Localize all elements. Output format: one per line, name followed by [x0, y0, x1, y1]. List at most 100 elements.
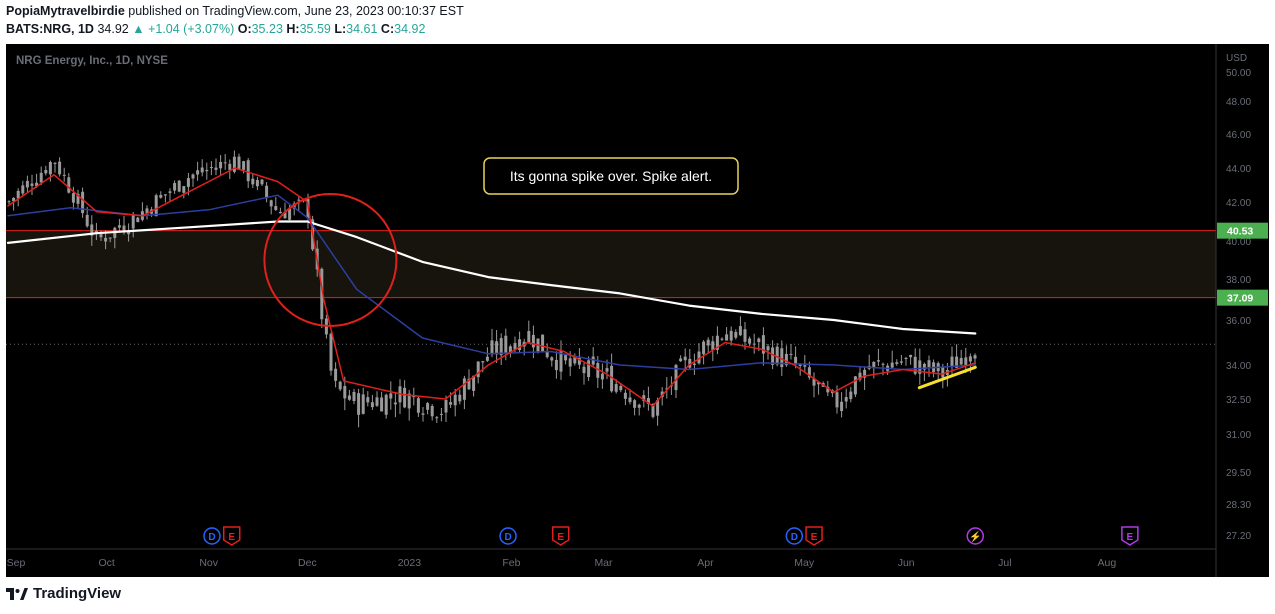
candle-body — [812, 378, 816, 386]
candle-body — [541, 334, 545, 352]
circle-annotation[interactable] — [263, 193, 398, 327]
candle-body — [913, 356, 917, 374]
candle-body — [16, 190, 20, 199]
candle-body — [288, 208, 292, 220]
candle-body — [232, 156, 236, 172]
event-marker-earnings[interactable]: E — [222, 526, 241, 546]
candle-body — [421, 413, 425, 415]
candle-body — [255, 180, 259, 187]
candle-body — [177, 180, 181, 192]
price-axis[interactable] — [1216, 44, 1269, 577]
x-tick-label: Jun — [898, 557, 915, 569]
candle-body — [761, 335, 765, 354]
candle-body — [366, 397, 370, 403]
candle-body — [76, 193, 80, 204]
ema-mid-line — [7, 194, 977, 371]
candle-body — [53, 162, 57, 164]
candle-body — [840, 401, 844, 412]
event-marker-dividend[interactable]: D — [203, 527, 221, 545]
publisher-name[interactable]: PopiaMytravelbirdie — [6, 4, 125, 18]
candle-body — [807, 367, 811, 378]
candle-body — [748, 338, 752, 344]
candle-body — [485, 356, 489, 361]
candle-body — [453, 394, 457, 406]
candle-body — [117, 225, 121, 228]
candle-body — [646, 397, 650, 404]
y-tick-label: 27.20 — [1226, 531, 1251, 542]
candle-body — [890, 362, 894, 368]
candle-body — [573, 356, 577, 364]
x-tick-label: Mar — [594, 557, 613, 569]
candle-body — [605, 368, 609, 372]
candle-body — [495, 341, 499, 355]
candle-body — [62, 174, 66, 176]
candle-body — [108, 237, 112, 239]
candle-body — [145, 208, 149, 215]
candle-body — [99, 234, 103, 238]
earnings-badge — [222, 526, 241, 546]
candle-body — [743, 329, 747, 342]
price-chart[interactable]: D E D E D E ⚡ E 50.00 48.00 46.00 44.00 42.00 40.00 3… — [6, 44, 1269, 577]
event-marker-dividend[interactable]: D — [499, 527, 517, 545]
candle-body — [191, 174, 195, 179]
candle-body — [357, 393, 361, 415]
dividend-badge — [203, 527, 221, 545]
footer-brand[interactable]: TradingView — [6, 585, 121, 602]
y-tick-label: 32.50 — [1226, 395, 1251, 406]
chart-container[interactable]: D E D E D E ⚡ E 50.00 48.00 46.00 44.00 42.00 40.00 3… — [6, 44, 1269, 577]
candle-body — [720, 338, 724, 340]
candle-body — [780, 348, 784, 368]
event-marker-earnings[interactable]: E — [551, 526, 570, 546]
y-tick-label: 50.00 — [1226, 68, 1251, 79]
candle-body — [269, 200, 273, 207]
candle-body — [692, 363, 696, 365]
annotation-callout[interactable]: Its gonna spike over. Spike alert. — [483, 157, 739, 195]
candle-body — [835, 392, 839, 408]
candle-body — [964, 357, 968, 366]
x-tick-label: Feb — [502, 557, 520, 569]
y-tick-label: 36.00 — [1226, 316, 1251, 327]
candle-body — [104, 237, 108, 242]
candle-body — [205, 169, 209, 172]
candle-body — [449, 402, 453, 405]
event-marker-label: ⚡ — [969, 530, 981, 543]
event-marker-earnings[interactable]: E — [805, 526, 823, 546]
candle-body — [389, 393, 393, 399]
candle-body — [959, 357, 963, 365]
candle-body — [44, 169, 48, 174]
y-tick-label: 29.50 — [1226, 468, 1251, 479]
candle-body — [412, 396, 416, 398]
candle-body — [48, 161, 52, 175]
event-marker-split[interactable]: ⚡ — [966, 527, 985, 545]
high-value: 35.59 — [299, 22, 331, 36]
candle-body — [679, 358, 683, 362]
y-tick-label: 34.00 — [1226, 361, 1251, 372]
candle-body — [508, 346, 512, 352]
candle-body — [706, 339, 710, 346]
candle-body — [922, 363, 926, 370]
candle-body — [219, 161, 223, 169]
candle-body — [674, 365, 678, 391]
candle-body — [7, 201, 11, 203]
candle-body — [209, 167, 213, 169]
candle-body — [559, 351, 563, 372]
candle-body — [577, 357, 581, 365]
candle-body — [154, 195, 158, 217]
candle-body — [251, 178, 255, 185]
candle-body — [955, 356, 959, 368]
candle-body — [320, 268, 324, 320]
event-marker-label: E — [1127, 532, 1134, 543]
candle-body — [343, 386, 347, 399]
candle-body — [941, 366, 945, 378]
candle-body — [21, 185, 25, 194]
candle-body — [439, 413, 443, 415]
candle-body — [554, 359, 558, 371]
candle-body — [881, 363, 885, 365]
candle-body — [173, 183, 177, 191]
candle-body — [596, 362, 600, 378]
candle-body — [826, 386, 830, 393]
event-marker-earnings[interactable]: E — [1121, 526, 1139, 546]
event-marker-dividend[interactable]: D — [785, 527, 804, 545]
x-tick-label: Aug — [1098, 557, 1117, 569]
candle-body — [771, 347, 775, 365]
